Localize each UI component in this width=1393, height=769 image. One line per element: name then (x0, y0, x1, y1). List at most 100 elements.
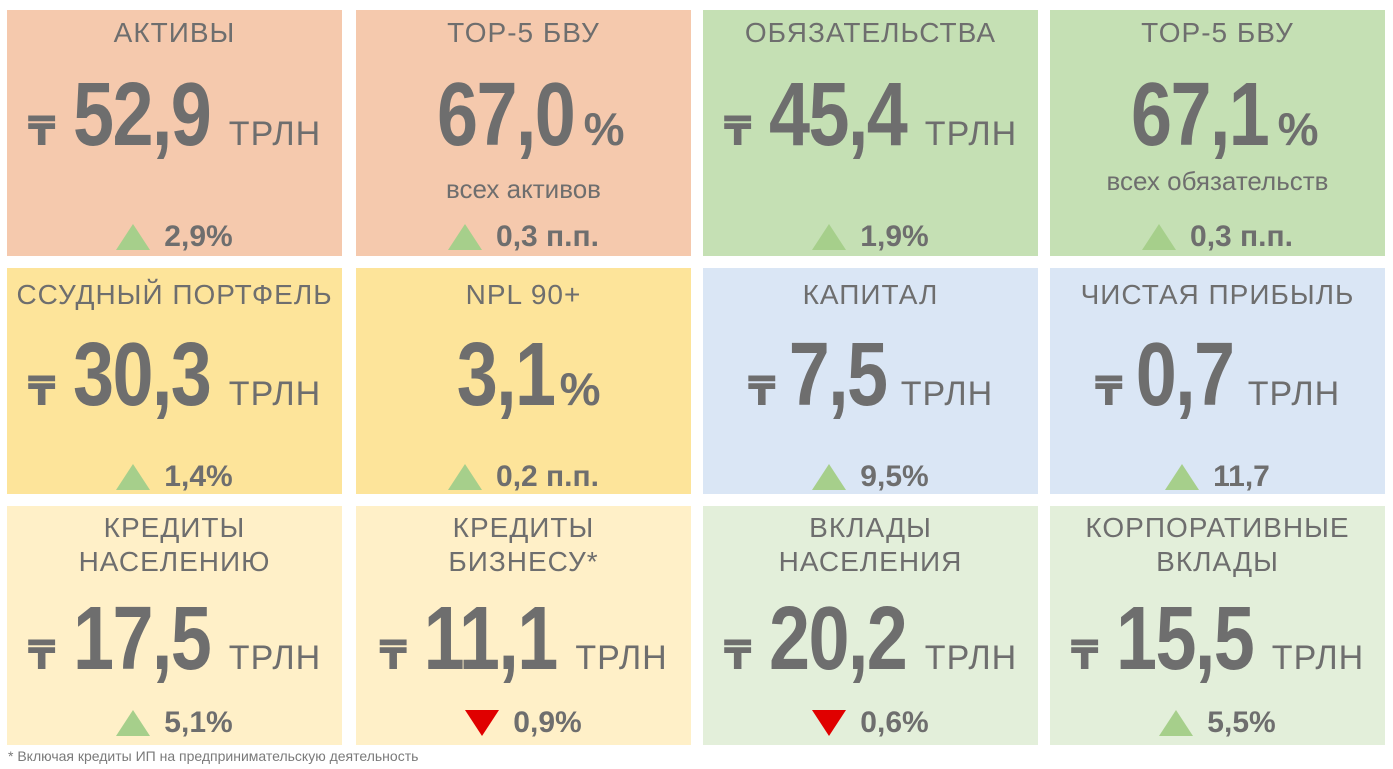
unit: ТРЛН (924, 639, 1018, 677)
change-value: 9,5% (860, 460, 929, 493)
card-title-line1: КОРПОРАТИВНЫЕ (1085, 512, 1350, 543)
tenge-icon: ₸ (723, 110, 752, 154)
value: 7,5 (788, 325, 887, 425)
change-row: 0,6% (703, 706, 1038, 740)
value: 20,2 (768, 589, 908, 689)
value-row: ₸ 0,7 ТРЛН (1050, 324, 1385, 427)
value: 67,0 (437, 65, 576, 165)
card-title-line2: НАСЕЛЕНИЯ (778, 546, 963, 577)
value: 17,5 (72, 589, 212, 689)
up-triangle-icon (812, 464, 847, 490)
change-value: 0,6% (860, 706, 929, 739)
change-row: 0,3 п.п. (1050, 220, 1385, 254)
up-triangle-icon (1159, 710, 1194, 736)
tenge-icon: ₸ (1094, 370, 1123, 414)
change-value: 0,9% (513, 706, 582, 739)
change-row: 5,1% (7, 706, 342, 740)
value-row: ₸ 17,5 ТРЛН (7, 588, 342, 691)
footnote: * Включая кредиты ИП на предпринимательс… (8, 748, 419, 764)
change-value: 0,3 п.п. (1190, 220, 1293, 253)
value-row: ₸ 30,3 ТРЛН (7, 324, 342, 427)
tenge-icon: ₸ (379, 634, 408, 678)
card-corporate-deposits: КОРПОРАТИВНЫЕ ВКЛАДЫ ₸ 15,5 ТРЛН 5,5% (1050, 506, 1385, 745)
card-title: АКТИВЫ (113, 17, 236, 48)
up-triangle-icon (1165, 464, 1200, 490)
card-title-line2: НАСЕЛЕНИЮ (78, 546, 271, 577)
change-value: 0,3 п.п. (496, 220, 599, 253)
up-triangle-icon (1142, 224, 1177, 250)
change-row: 1,9% (703, 220, 1038, 254)
tenge-icon: ₸ (27, 370, 56, 414)
percent-sign: % (1277, 103, 1319, 155)
change-value: 2,9% (164, 220, 233, 253)
unit: ТРЛН (228, 375, 322, 413)
card-subtitle: всех активов (446, 174, 601, 204)
value-row: ₸ 11,1 ТРЛН (356, 588, 691, 691)
change-value: 0,2 п.п. (496, 460, 599, 493)
value: 52,9 (72, 65, 212, 165)
card-retail-loans: КРЕДИТЫ НАСЕЛЕНИЮ ₸ 17,5 ТРЛН 5,1% (7, 506, 342, 745)
value: 0,7 (1135, 325, 1234, 425)
up-triangle-icon (116, 464, 151, 490)
up-triangle-icon (448, 464, 483, 490)
change-value: 1,4% (164, 460, 233, 493)
card-subtitle: всех обязательств (1106, 166, 1329, 196)
card-net-profit: ЧИСТАЯ ПРИБЫЛЬ ₸ 0,7 ТРЛН 11,7 (1050, 268, 1385, 494)
unit: ТРЛН (1271, 639, 1365, 677)
card-title-line1: ВКЛАДЫ (809, 512, 932, 543)
down-triangle-icon (465, 710, 500, 736)
card-title: ЧИСТАЯ ПРИБЫЛЬ (1080, 279, 1355, 310)
up-triangle-icon (116, 710, 151, 736)
value-row: ₸ 15,5 ТРЛН (1050, 588, 1385, 691)
card-capital: КАПИТАЛ ₸ 7,5 ТРЛН 9,5% (703, 268, 1038, 494)
value: 11,1 (423, 589, 559, 689)
change-row: 1,4% (7, 460, 342, 494)
card-top5-liabilities: TOP-5 БВУ 67,1 % всех обязательств 0,3 п… (1050, 10, 1385, 256)
tenge-icon: ₸ (1070, 634, 1099, 678)
value: 15,5 (1115, 589, 1255, 689)
value: 30,3 (72, 325, 212, 425)
card-title: NPL 90+ (465, 279, 582, 310)
tenge-icon: ₸ (27, 110, 56, 154)
unit: ТРЛН (1247, 375, 1341, 413)
change-row: 0,3 п.п. (356, 220, 691, 254)
tenge-icon: ₸ (747, 370, 776, 414)
change-row: 11,7 (1050, 460, 1385, 494)
change-value: 5,5% (1207, 706, 1276, 739)
indicator-grid: АКТИВЫ ₸ 52,9 ТРЛН 2,9% TOP-5 БВУ 67,0 %… (7, 10, 1385, 745)
change-row: 5,5% (1050, 706, 1385, 740)
tenge-icon: ₸ (723, 634, 752, 678)
value: 45,4 (768, 65, 908, 165)
card-title-line1: КРЕДИТЫ (103, 512, 246, 543)
value-row: ₸ 52,9 ТРЛН (7, 64, 342, 167)
up-triangle-icon (448, 224, 483, 250)
change-value: 5,1% (164, 706, 233, 739)
card-liabilities: ОБЯЗАТЕЛЬСТВА ₸ 45,4 ТРЛН 1,9% (703, 10, 1038, 256)
card-retail-deposits: ВКЛАДЫ НАСЕЛЕНИЯ ₸ 20,2 ТРЛН 0,6% (703, 506, 1038, 745)
change-row: 2,9% (7, 220, 342, 254)
value: 3,1 (457, 325, 556, 425)
down-triangle-icon (812, 710, 847, 736)
card-loan-portfolio: ССУДНЫЙ ПОРТФЕЛЬ ₸ 30,3 ТРЛН 1,4% (7, 268, 342, 494)
value-row: ₸ 7,5 ТРЛН (703, 324, 1038, 427)
change-value: 11,7 (1213, 460, 1270, 493)
change-row: 0,9% (356, 706, 691, 740)
unit: ТРЛН (924, 115, 1018, 153)
card-title-line2: БИЗНЕСУ* (448, 546, 599, 577)
unit: ТРЛН (575, 639, 668, 677)
value-row: ₸ 20,2 ТРЛН (703, 588, 1038, 691)
card-title: КАПИТАЛ (802, 279, 939, 310)
tenge-icon: ₸ (27, 634, 56, 678)
unit: ТРЛН (228, 115, 322, 153)
value-row: 3,1 % (356, 324, 691, 427)
up-triangle-icon (116, 224, 151, 250)
up-triangle-icon (812, 224, 847, 250)
value: 67,1 (1131, 65, 1270, 165)
change-row: 9,5% (703, 460, 1038, 494)
change-value: 1,9% (860, 220, 929, 253)
card-assets: АКТИВЫ ₸ 52,9 ТРЛН 2,9% (7, 10, 342, 256)
card-top5-assets: TOP-5 БВУ 67,0 % всех активов 0,3 п.п. (356, 10, 691, 256)
percent-sign: % (559, 363, 601, 415)
percent-sign: % (583, 103, 625, 155)
card-npl: NPL 90+ 3,1 % 0,2 п.п. (356, 268, 691, 494)
